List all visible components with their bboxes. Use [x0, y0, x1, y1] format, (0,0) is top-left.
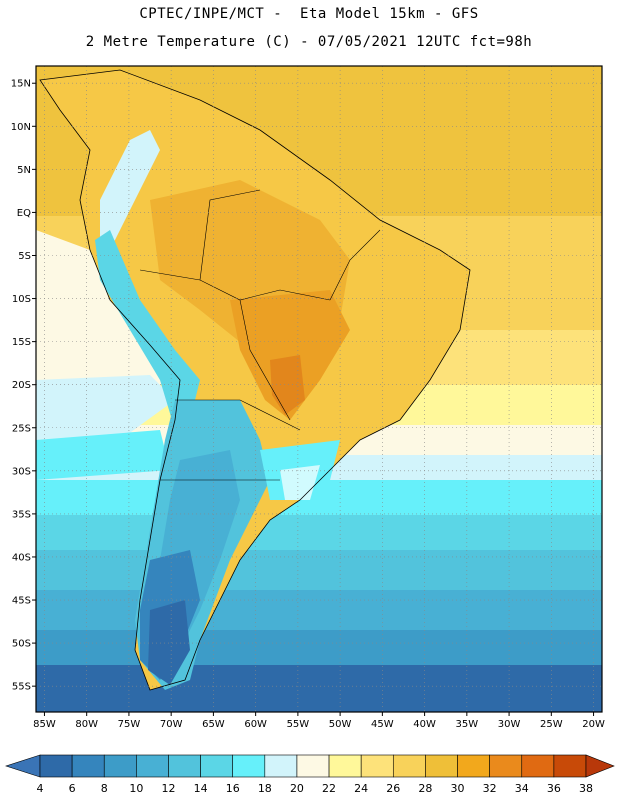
colorbar-tick-label: 4	[36, 782, 44, 795]
colorbar-swatch	[521, 754, 555, 778]
map-title-line-1: CPTEC/INPE/MCT - Eta Model 15km - GFS	[139, 6, 479, 22]
lat-tick-label: 5N	[17, 165, 31, 176]
colorbar-tick-label: 14	[193, 782, 208, 795]
colorbar-swatch	[553, 754, 587, 778]
colorbar-swatch	[360, 754, 394, 778]
lat-tick-label: EQ	[17, 208, 31, 219]
lon-tick-label: 25W	[540, 719, 563, 730]
lon-tick-label: 40W	[413, 719, 436, 730]
colorbar-swatch	[232, 754, 266, 778]
map-frame	[35, 65, 603, 713]
lat-tick-label: 50S	[12, 639, 31, 650]
lat-tick-label: 40S	[12, 552, 31, 563]
colorbar-swatch	[328, 754, 362, 778]
colorbar-tick-label: 18	[257, 782, 272, 795]
lat-tick-label: 35S	[12, 509, 31, 520]
lat-tick-label: 45S	[12, 596, 31, 607]
colorbar-tick-label: 26	[386, 782, 401, 795]
colorbar-low-arrow	[5, 754, 41, 778]
colorbar-swatch	[200, 754, 234, 778]
temperature-field	[36, 66, 602, 712]
lon-tick-label: 20W	[582, 719, 605, 730]
colorbar-tick-label: 22	[322, 782, 337, 795]
colorbar-swatch	[103, 754, 137, 778]
colorbar-swatch	[489, 754, 523, 778]
lat-tick-label: 15N	[11, 79, 31, 90]
map-title-line-2: 2 Metre Temperature (C) - 07/05/2021 12U…	[85, 34, 533, 50]
colorbar-swatch	[457, 754, 490, 778]
colorbar	[5, 754, 615, 778]
lat-tick-label: 10N	[11, 122, 31, 133]
lon-tick-label: 70W	[160, 719, 183, 730]
colorbar-tick-label: 36	[546, 782, 561, 795]
lon-tick-label: 35W	[456, 719, 479, 730]
colorbar-swatch	[168, 754, 201, 778]
lon-tick-label: 85W	[33, 719, 56, 730]
lat-tick-label: 30S	[12, 466, 31, 477]
colorbar-tick-label: 12	[161, 782, 176, 795]
colorbar-swatch	[264, 754, 298, 778]
colorbar-swatch	[71, 754, 105, 778]
colorbar-tick-label: 16	[225, 782, 240, 795]
lon-tick-label: 65W	[202, 719, 225, 730]
lon-tick-label: 45W	[371, 719, 394, 730]
colorbar-tick-label: 32	[482, 782, 497, 795]
colorbar-swatch	[392, 754, 426, 778]
colorbar-swatch	[39, 754, 73, 778]
lat-tick-label: 25S	[12, 423, 31, 434]
lon-tick-label: 75W	[118, 719, 141, 730]
lon-tick-label: 55W	[287, 719, 310, 730]
colorbar-swatch	[136, 754, 169, 778]
lat-tick-label: 55S	[12, 682, 31, 693]
colorbar-swatch	[425, 754, 458, 778]
axis-ticks: 85W 80W 75W 70W 65W 60W 55W 50W 45W 40W 35W 30W 25W 2…	[11, 79, 605, 730]
lat-tick-label: 15S	[12, 337, 31, 348]
lat-tick-label: 10S	[12, 294, 31, 305]
lon-tick-label: 50W	[329, 719, 352, 730]
colorbar-tick-label: 6	[68, 782, 76, 795]
colorbar-tick-label: 10	[129, 782, 144, 795]
colorbar-tick-label: 28	[418, 782, 433, 795]
colorbar-tick-label: 24	[354, 782, 369, 795]
lat-tick-label: 20S	[12, 380, 31, 391]
colorbar-tick-label: 30	[450, 782, 465, 795]
lon-tick-label: 80W	[75, 719, 98, 730]
colorbar-tick-label: 20	[289, 782, 304, 795]
colorbar-tick-label: 38	[579, 782, 593, 795]
lon-tick-label: 30W	[498, 719, 521, 730]
colorbar-tick-label: 34	[514, 782, 529, 795]
lon-tick-label: 60W	[244, 719, 267, 730]
colorbar-high-arrow	[585, 754, 615, 778]
colorbar-swatch	[296, 754, 330, 778]
colorbar-tick-label: 8	[100, 782, 108, 795]
lat-tick-label: 5S	[18, 251, 31, 262]
